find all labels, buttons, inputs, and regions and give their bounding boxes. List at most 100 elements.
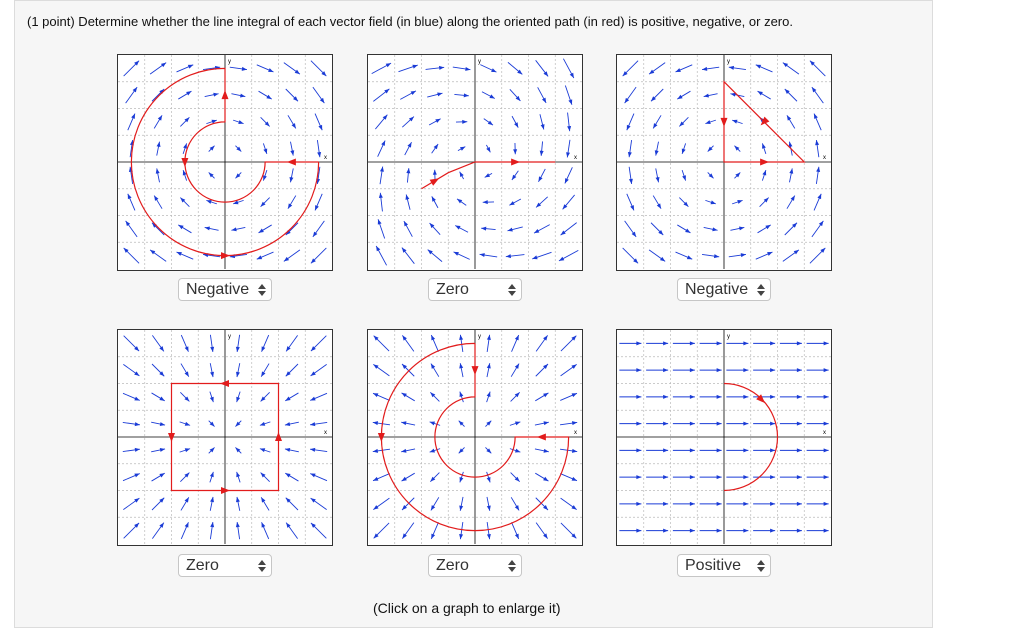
answer-select[interactable]: Zero xyxy=(428,554,522,577)
vector-arrow xyxy=(180,472,190,482)
arrow-head xyxy=(567,125,572,132)
vector-arrow xyxy=(486,471,491,483)
arrow-head xyxy=(310,498,316,503)
axis-label: y xyxy=(228,59,231,65)
answer-select[interactable]: Positive xyxy=(677,554,771,577)
oriented-path xyxy=(170,382,280,492)
arrow-head xyxy=(517,69,523,75)
arrow-head xyxy=(159,396,165,401)
vector-arrow xyxy=(459,496,464,511)
vector-arrow xyxy=(373,497,390,510)
vector-arrow xyxy=(401,392,415,402)
vector-arrow xyxy=(401,363,415,377)
vector-arrow xyxy=(459,521,464,540)
vector-arrow xyxy=(236,391,241,403)
arrow-head xyxy=(459,533,464,540)
arrow-head xyxy=(178,224,184,230)
arrow-head xyxy=(285,497,291,503)
arrow-head xyxy=(285,371,291,377)
path-arrow xyxy=(511,158,521,166)
vector-arrow xyxy=(122,421,141,427)
vector-arrow xyxy=(731,199,743,205)
vector-arrow xyxy=(261,522,270,540)
vector-arrow xyxy=(455,225,469,233)
vector-arrow xyxy=(377,219,386,239)
path-arrow xyxy=(275,432,282,441)
vector-arrow xyxy=(815,139,820,158)
arrow-head xyxy=(184,371,189,377)
arrow-head xyxy=(134,522,140,528)
arrow-head xyxy=(743,528,749,533)
vector-arrow xyxy=(726,501,749,506)
vector-arrow xyxy=(681,169,687,181)
vector-arrow xyxy=(672,448,695,453)
vector-arrow xyxy=(310,247,327,264)
vector-arrow xyxy=(753,475,776,480)
vector-arrow xyxy=(483,118,494,126)
vector-arrow xyxy=(371,62,392,74)
axis-label: y xyxy=(228,334,231,340)
vector-arrow xyxy=(731,119,743,125)
vector-arrow xyxy=(310,364,327,377)
graph-canvas: xy xyxy=(118,55,332,269)
vector-arrow xyxy=(484,172,493,178)
vector-arrow xyxy=(290,141,295,156)
vector-arrow xyxy=(260,117,270,127)
vector-arrow xyxy=(425,65,445,70)
vector-arrow xyxy=(619,421,642,426)
vector-arrow xyxy=(779,341,802,346)
path-arrow xyxy=(720,117,728,127)
arrow-head xyxy=(514,421,521,426)
arrow-head xyxy=(564,178,569,184)
vector-arrow xyxy=(401,497,415,511)
arrow-head xyxy=(562,204,568,210)
arrow-head xyxy=(231,227,237,232)
arrow-head xyxy=(310,422,316,427)
graph-canvas: xy xyxy=(617,55,831,269)
answer-select[interactable]: Negative xyxy=(677,278,771,301)
arrow-head xyxy=(486,533,491,540)
arrow-head xyxy=(796,475,802,480)
vector-arrow xyxy=(285,392,299,402)
arrow-head xyxy=(401,476,407,482)
arrow-head xyxy=(486,476,491,483)
up-arrow xyxy=(757,284,765,289)
vector-arrow xyxy=(372,448,391,453)
arrow-head xyxy=(176,252,182,256)
vector-arrow xyxy=(208,420,215,427)
answer-select[interactable]: Zero xyxy=(428,278,522,301)
vector-arrow xyxy=(283,62,301,75)
vector-arrow xyxy=(182,143,188,155)
note: (Click on a graph to enlarge it) xyxy=(373,600,561,616)
vector-arrow xyxy=(208,172,215,179)
arrow-head xyxy=(514,122,519,128)
select-arrows xyxy=(258,284,266,296)
vector-arrow xyxy=(485,447,492,454)
vector-arrow xyxy=(628,166,633,185)
vector-arrow xyxy=(430,363,440,377)
arrow-head xyxy=(259,448,266,453)
answer-select[interactable]: Zero xyxy=(178,554,272,577)
vector-arrow xyxy=(258,90,272,100)
arrow-head xyxy=(663,368,669,373)
vector-arrow xyxy=(431,196,439,209)
arrow-head xyxy=(743,501,749,506)
arrow-head xyxy=(256,255,263,260)
vector-arrow xyxy=(761,169,767,181)
vector-arrow xyxy=(151,88,165,102)
arrow-head xyxy=(372,448,379,453)
answer-select[interactable]: Negative xyxy=(178,278,272,301)
arrow-head xyxy=(796,421,802,426)
arrow-head xyxy=(534,228,540,234)
vector-arrow xyxy=(178,90,192,100)
arrow-head xyxy=(261,346,266,352)
vector-arrow xyxy=(533,224,550,234)
vector-arrow xyxy=(619,394,642,399)
arrow-head xyxy=(310,447,316,452)
